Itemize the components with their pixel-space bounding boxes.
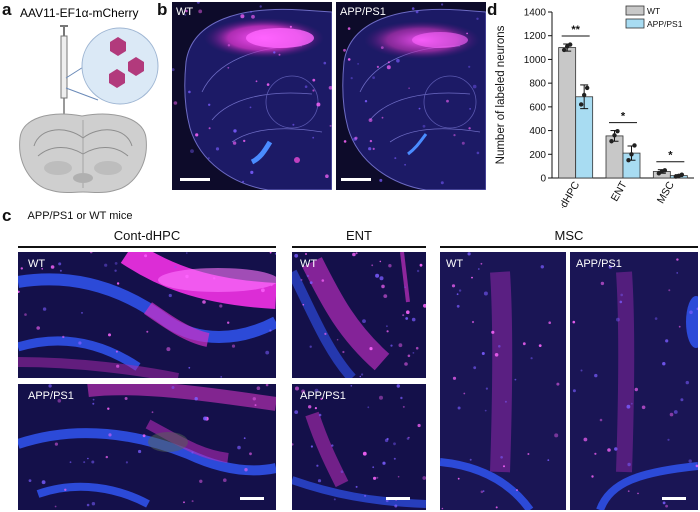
msc-app-image — [570, 252, 698, 510]
labeled-neurons-bar-chart: 0 200 400 600 800 1000 1200 1400 Number of label… — [495, 5, 694, 208]
data-point — [561, 47, 567, 53]
y-tick-label: 600 — [529, 102, 546, 113]
mouse-brain-icon — [19, 113, 147, 193]
data-point — [578, 102, 584, 107]
ent-wt-label: WT — [300, 258, 318, 270]
category-label: ENT — [609, 179, 630, 204]
significance-marker: ** — [571, 24, 580, 36]
y-axis-label: Number of labeled neurons — [495, 25, 507, 164]
y-tick-label: 1400 — [524, 8, 547, 19]
legend-entry: WT — [647, 6, 660, 16]
y-tick-label: 400 — [529, 126, 546, 137]
data-point — [679, 172, 685, 177]
panel-a-letter: a — [2, 0, 12, 19]
category-label: Cont-dHPC — [545, 179, 582, 208]
data-point — [629, 152, 634, 157]
y-tick-label: 0 — [540, 174, 546, 185]
data-point — [567, 42, 573, 47]
virus-label: AAV11-EF1α-mCherry — [20, 6, 139, 20]
ent-app-label: APP/PS1 — [300, 390, 346, 402]
panel-d-letter: d — [487, 0, 498, 19]
data-point — [609, 139, 614, 144]
whole-brain-wt-image — [172, 2, 332, 190]
msc-app-label: APP/PS1 — [576, 258, 622, 270]
scale-bar — [180, 178, 210, 181]
mice-label: APP/PS1 or WT mice — [27, 210, 133, 222]
legend-entry: APP/PS1 — [647, 19, 683, 29]
cont-dhpc-wt-image — [18, 252, 276, 378]
legend-swatch — [625, 5, 645, 16]
y-tick-label: 200 — [529, 150, 546, 161]
bar — [605, 135, 624, 179]
data-point — [581, 92, 587, 98]
bar — [558, 47, 577, 179]
msc-wt-label: WT — [446, 258, 464, 270]
significance-marker: * — [668, 150, 673, 162]
y-tick-label: 800 — [529, 79, 546, 90]
y-tick-label: 1200 — [524, 31, 547, 42]
whole-brain-app-label: APP/PS1 — [340, 6, 386, 18]
scale-bar — [386, 497, 410, 500]
y-tick-label: 1000 — [524, 55, 547, 66]
whole-brain-wt-label: WT — [176, 6, 194, 18]
group-header-ent: ENT — [346, 228, 372, 243]
data-point — [626, 158, 631, 163]
data-point — [662, 168, 668, 173]
cont-dhpc-app-label: APP/PS1 — [28, 390, 74, 402]
group-header-cont-dhpc: Cont-dHPC — [113, 228, 181, 243]
ent-wt-image — [292, 252, 426, 378]
group-divider — [18, 246, 276, 248]
category-label: MSC — [655, 179, 677, 206]
data-point — [612, 133, 617, 138]
syringe-icon — [60, 25, 68, 120]
cont-dhpc-app-image — [18, 384, 276, 510]
msc-wt-image — [440, 252, 566, 510]
injection-schematic — [19, 25, 159, 193]
cont-dhpc-wt-label: WT — [28, 258, 46, 270]
data-point — [584, 85, 590, 91]
scale-bar — [341, 178, 371, 181]
scale-bar — [662, 497, 686, 500]
group-divider — [292, 246, 426, 248]
data-point — [632, 143, 637, 148]
panel-b-letter: b — [157, 0, 168, 19]
significance-marker: * — [621, 111, 626, 123]
legend-swatch — [625, 18, 645, 29]
scale-bar — [240, 497, 264, 500]
panel-c-letter: c — [2, 206, 12, 225]
whole-brain-app-image — [336, 2, 486, 190]
group-header-msc: MSC — [554, 228, 584, 243]
virus-particles-icon — [65, 27, 159, 105]
ent-app-image — [292, 384, 426, 510]
group-divider — [440, 246, 698, 248]
data-point — [615, 128, 620, 134]
